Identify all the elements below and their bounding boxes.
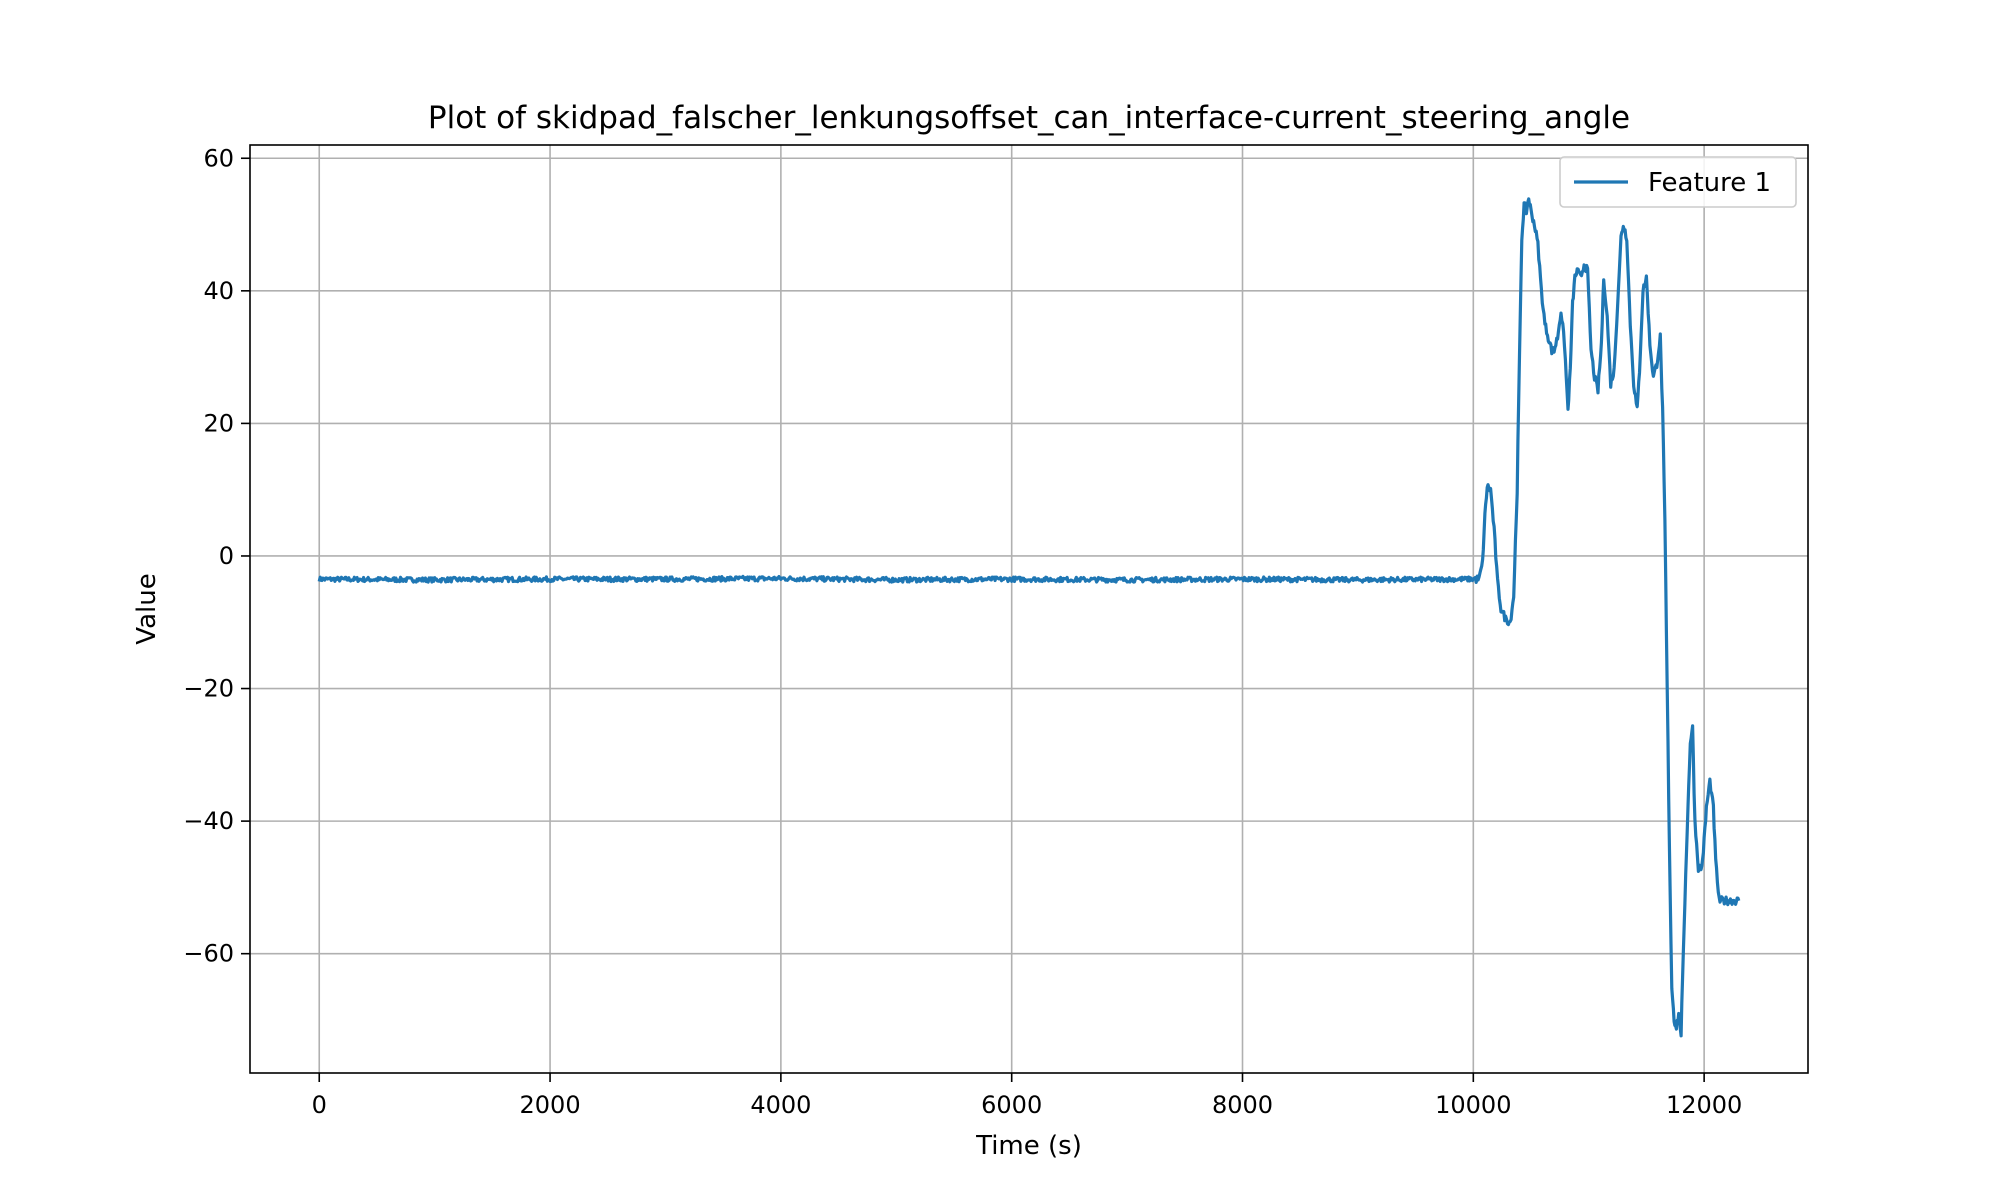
series-layer (317, 197, 1741, 1038)
x-tick-label: 6000 (981, 1091, 1042, 1119)
y-tick-label: 20 (203, 409, 234, 437)
y-axis-title: Value (132, 573, 162, 644)
ticks: 0 2000 4000 6000 8000 10000 12000 60 40 20 0 −20 −40… (183, 144, 1742, 1119)
grid (250, 145, 1808, 1073)
y-tick-label: 40 (203, 277, 234, 305)
x-tick-label: 12000 (1666, 1091, 1742, 1119)
x-tick-label: 2000 (520, 1091, 581, 1119)
chart-title: Plot of skidpad_falscher_lenkungsoffset_… (428, 100, 1630, 136)
legend-label: Feature 1 (1648, 168, 1771, 198)
x-tick-label: 0 (312, 1091, 327, 1119)
y-tick-label: −20 (183, 675, 234, 703)
legend-box (1559, 156, 1797, 208)
y-tick-label: −60 (183, 940, 234, 968)
legend: Feature 1 (1559, 156, 1797, 208)
y-tick-label: −40 (183, 807, 234, 835)
x-tick-label: 8000 (1212, 1091, 1273, 1119)
x-axis-title: Time (s) (975, 1131, 1082, 1161)
x-tick-label: 4000 (750, 1091, 811, 1119)
y-tick-label: 0 (219, 542, 234, 570)
x-tick-label: 10000 (1435, 1091, 1511, 1119)
plot-frame (249, 144, 1809, 1074)
series-line (317, 197, 1741, 1038)
y-tick-label: 60 (203, 144, 234, 172)
